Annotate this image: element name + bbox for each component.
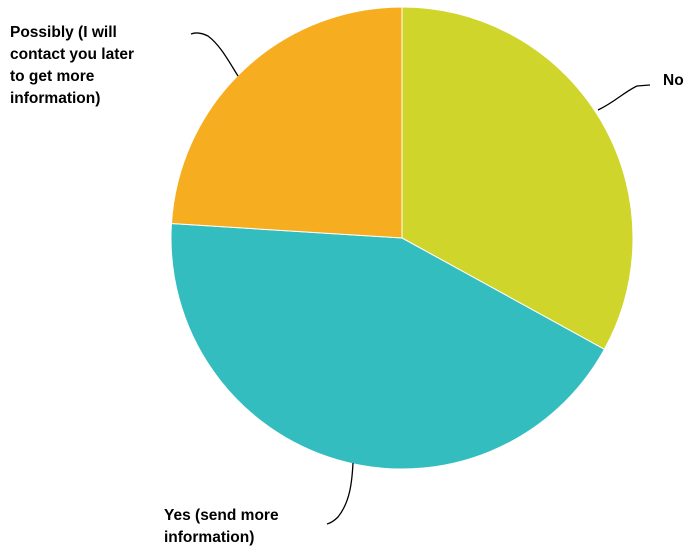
slice-label-line: to get more (10, 68, 95, 85)
pie-slice-no (401, 6, 634, 350)
pie-slice-yes (170, 222, 606, 470)
pie-slices (170, 6, 634, 470)
slice-label-yes: Yes (send more information) (164, 507, 279, 546)
leader-line-possibly (190, 32, 239, 77)
slice-label-line: No (663, 72, 684, 89)
slice-label-no: No (663, 72, 684, 89)
slice-label-possibly: Possibly (I will contact you later to get … (10, 24, 134, 107)
slice-label-line: information) (164, 529, 254, 546)
leader-line-yes (326, 462, 354, 525)
leader-line-no (597, 84, 651, 111)
slice-label-line: Yes (send more (164, 507, 279, 524)
slice-labels: No Yes (send more information) Possibly (… (10, 24, 684, 546)
leader-lines (190, 32, 651, 525)
slice-label-line: Possibly (I will (10, 24, 117, 41)
slice-label-line: contact you later (10, 46, 134, 63)
slice-label-line: information) (10, 90, 100, 107)
pie-slice-possibly (170, 6, 403, 239)
